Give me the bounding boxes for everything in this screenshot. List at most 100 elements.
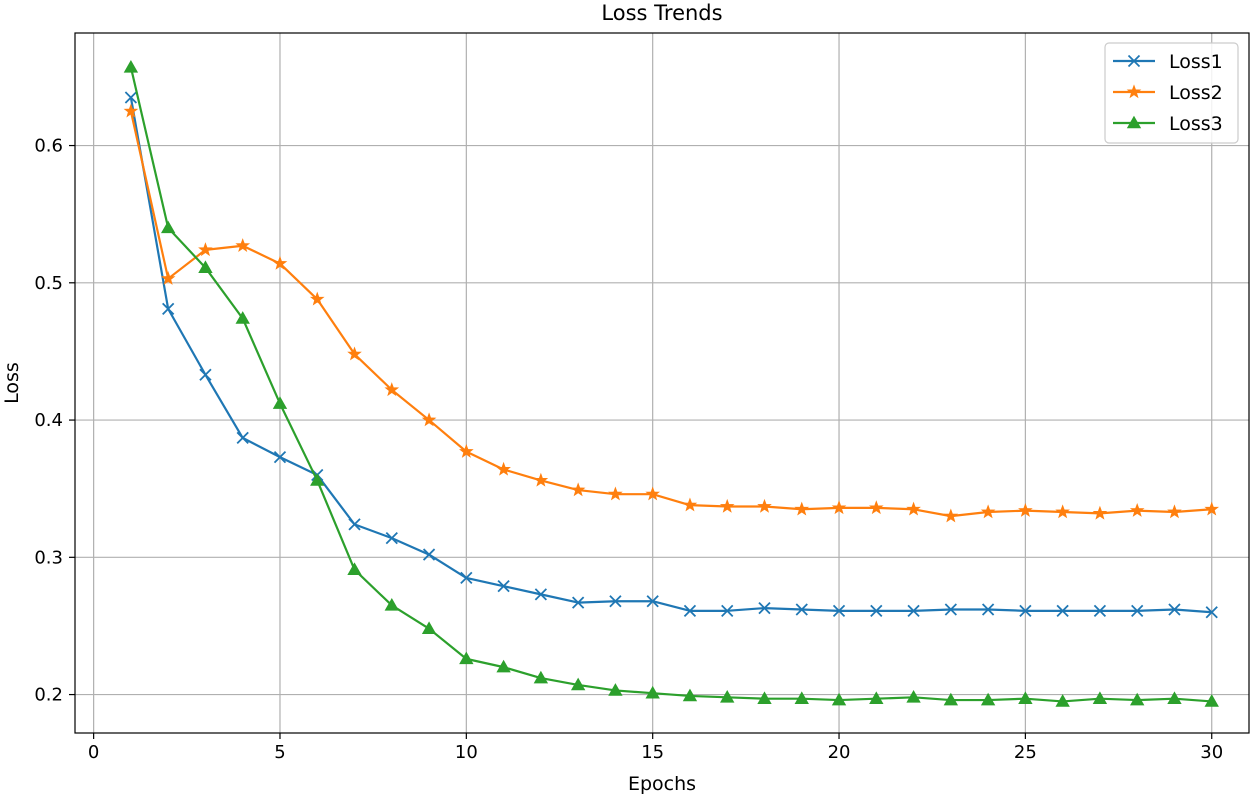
legend-label: Loss3 — [1169, 113, 1223, 135]
data-point — [422, 548, 436, 561]
legend-marker — [1126, 84, 1142, 99]
plot-frame — [74, 32, 1250, 734]
grid-layer — [75, 33, 1249, 733]
data-point — [719, 498, 735, 513]
data-point — [869, 691, 884, 704]
data-point — [831, 500, 847, 515]
data-point — [868, 500, 884, 515]
data-point — [943, 692, 959, 706]
data-point — [794, 691, 809, 704]
data-point — [123, 60, 139, 73]
data-point — [496, 659, 511, 673]
data-point — [160, 271, 176, 285]
legend-marker — [1126, 115, 1142, 129]
series-layer — [123, 60, 1220, 707]
data-point — [608, 486, 623, 501]
x-tick-label: 25 — [1014, 742, 1037, 763]
data-point — [236, 431, 249, 445]
data-point — [1168, 603, 1181, 616]
data-point — [460, 571, 473, 585]
data-point — [309, 291, 325, 306]
axes-layer: 0 5 10 15 20 25 30 0.2 0.3 0.4 0.5 0.6 — [34, 32, 1250, 763]
y-tick-label: 0.3 — [34, 547, 63, 568]
data-point — [123, 103, 139, 118]
data-point — [906, 501, 921, 516]
data-point — [795, 603, 808, 616]
data-point — [1056, 604, 1069, 617]
data-point — [1055, 694, 1070, 707]
data-point — [1019, 604, 1032, 617]
y-tick-label: 0.2 — [34, 685, 63, 706]
data-point — [1130, 692, 1145, 706]
y-axis-label: Loss — [1, 362, 23, 404]
data-point — [198, 260, 213, 273]
legend-item-loss3: Loss3 — [1113, 113, 1223, 135]
data-point — [758, 601, 771, 615]
data-point — [421, 412, 437, 427]
data-point — [534, 588, 548, 601]
data-point — [682, 688, 698, 702]
y-tick-label: 0.4 — [34, 410, 63, 431]
data-point — [533, 472, 549, 487]
data-point — [1204, 694, 1219, 707]
data-point — [384, 382, 400, 397]
x-tick-label: 0 — [88, 742, 99, 763]
x-axis-label: Epochs — [628, 773, 696, 795]
data-point — [198, 242, 213, 257]
legend-item-loss2: Loss2 — [1113, 82, 1223, 104]
data-point — [497, 580, 510, 593]
data-point — [1205, 606, 1218, 619]
data-point — [646, 595, 659, 608]
data-point — [1018, 691, 1033, 704]
data-point — [609, 595, 622, 608]
data-point — [199, 368, 212, 381]
data-point — [570, 677, 586, 691]
chart-title: Loss Trends — [601, 1, 722, 25]
data-point — [608, 683, 623, 696]
data-point — [273, 450, 287, 464]
data-point — [870, 604, 883, 617]
data-point — [160, 220, 176, 234]
data-point — [1092, 505, 1108, 520]
data-point — [831, 692, 847, 706]
data-point — [348, 518, 361, 531]
series-line — [129, 67, 1212, 703]
x-tick-label: 5 — [274, 742, 285, 763]
data-point — [645, 685, 660, 699]
y-tick-label: 0.5 — [34, 273, 63, 294]
x-tick-label: 30 — [1200, 742, 1223, 763]
data-point — [1093, 604, 1107, 617]
data-point — [757, 498, 772, 513]
data-point — [720, 690, 735, 703]
x-tick-label: 10 — [455, 742, 478, 763]
series-line — [129, 111, 1212, 518]
data-point — [906, 690, 921, 703]
data-point — [1129, 502, 1145, 517]
data-point — [347, 346, 362, 361]
legend-item-loss1: Loss1 — [1113, 51, 1223, 73]
x-tick-label: 15 — [641, 742, 664, 763]
data-point — [459, 443, 474, 458]
data-point — [162, 302, 175, 316]
data-point — [980, 692, 996, 706]
data-point — [570, 482, 586, 497]
series-loss3 — [123, 60, 1219, 707]
data-point — [1092, 691, 1108, 704]
legend-box — [1104, 42, 1239, 144]
data-point — [981, 603, 995, 616]
data-point — [794, 501, 810, 516]
data-point — [943, 508, 959, 523]
data-point — [645, 486, 660, 501]
data-point — [907, 604, 920, 617]
data-point — [832, 604, 846, 617]
data-point — [310, 473, 325, 486]
y-tick-label: 0.6 — [34, 136, 63, 157]
data-point — [459, 651, 474, 665]
data-point — [272, 255, 288, 270]
data-point — [124, 91, 138, 104]
data-point — [1167, 504, 1182, 519]
legend-label: Loss2 — [1169, 82, 1223, 104]
data-point — [496, 461, 511, 476]
